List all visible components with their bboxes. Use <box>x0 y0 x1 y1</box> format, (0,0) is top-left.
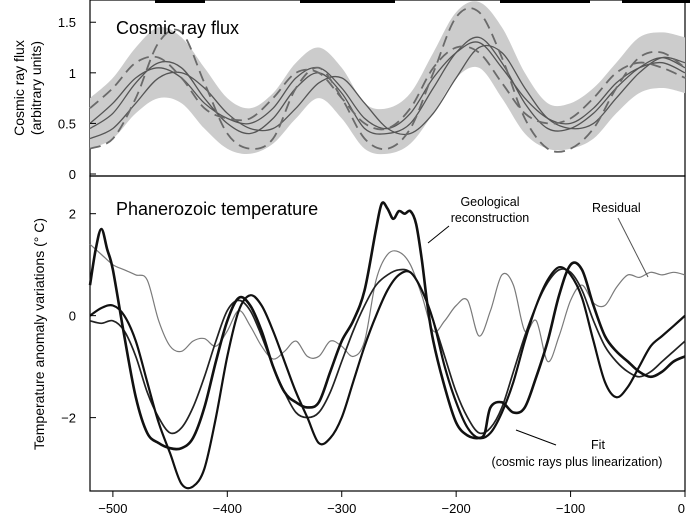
annotation-geological-line1: Geological <box>460 195 519 209</box>
temperature-x-tick-label: −400 <box>213 501 242 516</box>
annotation-fit-line1: Fit <box>591 438 605 452</box>
cosmic-ray-panel: 0 0.5 1 1.5 Cosmic ray flux Cosmic ray flux… <box>11 0 686 182</box>
annotation-geological-leader <box>427 225 450 244</box>
temperature-x-tick-label: −300 <box>327 501 356 516</box>
temperature-panel-title: Phanerozoic temperature <box>116 199 318 219</box>
temperature-panel-frame <box>89 175 686 492</box>
cosmic-ray-y-tick-label: 0.5 <box>58 116 76 131</box>
cosmic-ray-series-line-5 <box>89 45 686 131</box>
top-strip <box>155 0 690 3</box>
temperature-series-fit <box>89 265 686 490</box>
cosmic-ray-y-tick-label: 1.5 <box>58 15 76 30</box>
top-strip-segment <box>300 0 395 3</box>
annotation-residual-leader <box>617 217 649 278</box>
cosmic-ray-series-line-4 <box>89 7 686 153</box>
temperature-series-fit-alternate <box>89 268 686 435</box>
annotation-geological-line2: reconstruction <box>451 211 530 225</box>
temperature-x-tick-label: 0 <box>678 501 685 516</box>
temperature-series-group <box>88 201 686 490</box>
cosmic-ray-series-group <box>89 7 686 153</box>
temperature-x-tick-label: −500 <box>98 501 127 516</box>
cosmic-ray-y-axis-title: Cosmic ray flux <box>11 40 27 136</box>
temperature-y-tick-label: 0 <box>69 309 76 324</box>
annotation-fit-line2: (cosmic rays plus linearization) <box>492 455 663 469</box>
top-strip-segment <box>622 0 690 3</box>
cosmic-ray-y-axis: 0 0.5 1 1.5 <box>58 15 96 182</box>
cosmic-ray-series-line-3 <box>89 44 686 140</box>
temperature-y-axis-title: Temperature anomaly variations (° C) <box>31 218 47 450</box>
cosmic-ray-y-tick-label: 0 <box>69 167 76 182</box>
cosmic-ray-y-axis-subtitle: (arbitrary units) <box>28 41 44 135</box>
annotation-fit-leader <box>515 429 557 446</box>
top-strip-segment <box>500 0 590 3</box>
top-strip-segment <box>155 0 205 3</box>
temperature-series-residual <box>89 243 686 363</box>
annotation-residual: Residual <box>592 201 641 215</box>
temperature-panel: −2 0 2 −500 −400 −300 −200 −100 0 Phanerozoic t… <box>31 175 686 516</box>
temperature-y-axis: −2 0 2 <box>61 207 96 426</box>
temperature-y-tick-label: −2 <box>61 411 76 426</box>
temperature-series-geological-reconstruction <box>88 201 686 451</box>
temperature-x-tick-label: −100 <box>556 501 585 516</box>
temperature-x-tick-label: −200 <box>442 501 471 516</box>
cosmic-ray-panel-title: Cosmic ray flux <box>116 18 239 38</box>
temperature-x-axis: −500 −400 −300 −200 −100 0 <box>98 491 686 516</box>
temperature-y-tick-label: 2 <box>69 207 76 222</box>
cosmic-ray-y-tick-label: 1 <box>69 66 76 81</box>
cosmic-ray-uncertainty-band <box>90 1 685 155</box>
